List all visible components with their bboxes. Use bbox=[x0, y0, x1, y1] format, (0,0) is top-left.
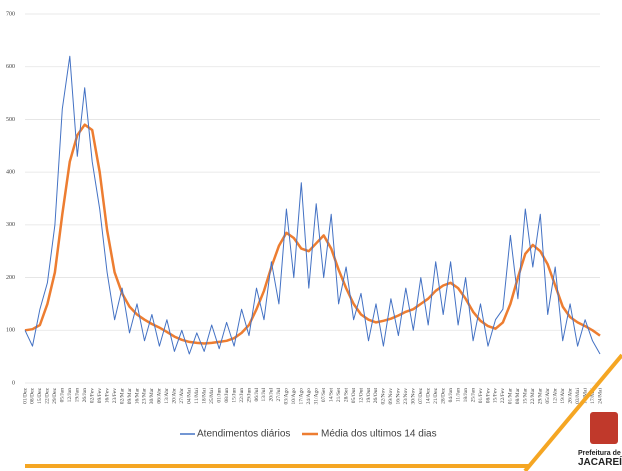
x-tick-label: 27/Jul bbox=[276, 388, 282, 402]
x-tick-label: 16/Nov bbox=[396, 388, 402, 405]
x-tick-label: 20/Abr bbox=[172, 388, 178, 404]
x-tick-label: 23/Fev bbox=[112, 388, 118, 404]
x-tick-label: 08/Fev bbox=[485, 388, 491, 404]
x-tick-label: 21/Dez bbox=[433, 387, 439, 403]
x-tick-label: 01/Fev bbox=[478, 388, 484, 404]
x-tick-label: 01/Jun bbox=[216, 388, 222, 403]
x-tick-label: 29/Jun bbox=[246, 388, 252, 403]
x-tick-label: 13/Jul bbox=[261, 388, 267, 402]
x-tick-label: 07/Set bbox=[321, 388, 327, 403]
x-tick-label: 23/Nov bbox=[403, 388, 409, 405]
x-tick-label: 02/Fev bbox=[89, 388, 95, 404]
y-tick-label: 600 bbox=[6, 64, 15, 70]
logo-text: JACAREÍ bbox=[578, 455, 622, 468]
x-tick-label: 09/Mar bbox=[127, 388, 133, 404]
x-tick-label: 17/Mai bbox=[590, 388, 596, 404]
x-tick-label: 22/Fev bbox=[500, 388, 506, 404]
x-tick-label: 05/Jan bbox=[60, 388, 66, 403]
y-tick-label: 400 bbox=[6, 170, 15, 176]
x-tick-label: 10/Ago bbox=[291, 388, 297, 405]
x-tick-label: 27/Abr bbox=[179, 388, 185, 404]
x-tick-label: 18/Mai bbox=[201, 388, 207, 404]
y-tick-label: 200 bbox=[6, 275, 15, 281]
decoration: Prefeitura de JACAREÍ bbox=[25, 353, 622, 471]
x-tick-label: 04/Jan bbox=[448, 388, 454, 403]
stripe bbox=[523, 353, 622, 471]
x-tick-label: 09/Nov bbox=[388, 388, 394, 405]
x-tick-label: 13/Abr bbox=[164, 388, 170, 404]
x-tick-label: 22/Mar bbox=[530, 388, 536, 404]
y-tick-label: 700 bbox=[6, 11, 15, 17]
x-tick-label: 17/Ago bbox=[299, 388, 305, 405]
x-tick-label: 08/Jun bbox=[224, 388, 230, 403]
x-tick-label: 19/Jan bbox=[75, 388, 81, 403]
x-tick-label: 19/Out bbox=[366, 388, 372, 404]
x-tick-label: 22/Jun bbox=[239, 388, 245, 403]
x-tick-label: 03/Mai bbox=[575, 388, 581, 404]
x-tick-label: 01/Mar bbox=[508, 388, 514, 404]
x-tick-label: 14/Dez bbox=[426, 387, 432, 403]
x-tick-label: 26/Jan bbox=[82, 388, 88, 403]
x-tick-label: 05/Out bbox=[351, 388, 357, 404]
x-tick-label: 06/Abr bbox=[157, 388, 163, 404]
x-tick-label: 05/Abr bbox=[545, 388, 551, 404]
x-tick-label: 11/Jan bbox=[455, 388, 461, 402]
x-tick-label: 11/Mai bbox=[194, 388, 200, 404]
x-tick-label: 24/Ago bbox=[306, 388, 312, 405]
x-tick-label: 12/Out bbox=[358, 388, 364, 404]
x-tick-label: 25/Mai bbox=[209, 388, 215, 404]
x-tick-label: 23/Mar bbox=[142, 388, 148, 404]
x-tick-label: 04/Mai bbox=[187, 388, 193, 404]
x-tick-label: 15/Fev bbox=[493, 388, 499, 404]
x-tick-label: 28/Dez bbox=[440, 387, 446, 403]
logo-text: Prefeitura de bbox=[578, 450, 621, 457]
x-tick-label: 15/Dez bbox=[37, 387, 43, 403]
logo-icon bbox=[590, 412, 618, 444]
legend-label: Atendimentos diários bbox=[197, 429, 290, 440]
x-tick-label: 16/Fev bbox=[104, 388, 110, 404]
x-tick-label: 16/Mar bbox=[134, 388, 140, 404]
x-tick-label: 20/Jul bbox=[269, 388, 275, 402]
x-tick-label: 30/Mar bbox=[149, 388, 155, 404]
x-tick-label: 15/Jun bbox=[231, 388, 237, 403]
y-tick-label: 500 bbox=[6, 117, 15, 123]
x-tick-label: 09/Fev bbox=[97, 388, 103, 404]
x-tick-label: 18/Jan bbox=[463, 388, 469, 403]
x-tick-label: 26/Out bbox=[373, 388, 379, 404]
y-tick-label: 0 bbox=[12, 380, 15, 386]
x-tick-label: 26/Abr bbox=[567, 388, 573, 404]
x-tick-label: 21/Set bbox=[336, 388, 342, 403]
series-line bbox=[24, 55, 601, 355]
x-tick-label: 10/Mai bbox=[582, 388, 588, 404]
x-tick-label: 30/Nov bbox=[411, 388, 417, 405]
x-tick-label: 08/Dez bbox=[30, 387, 36, 403]
x-tick-label: 12/Jan bbox=[67, 388, 73, 403]
x-tick-label: 29/Mar bbox=[538, 388, 544, 404]
x-tick-label: 03/Ago bbox=[284, 388, 290, 405]
x-tick-label: 15/Mar bbox=[523, 388, 529, 404]
x-tick-label: 02/Nov bbox=[381, 388, 387, 405]
x-tick-label: 02/Mar bbox=[119, 388, 125, 404]
x-tick-label: 22/Dez bbox=[45, 387, 51, 403]
x-tick-label: 19/Abr bbox=[560, 388, 566, 404]
y-tick-label: 300 bbox=[6, 222, 15, 228]
x-tick-label: 28/Set bbox=[343, 388, 349, 403]
x-tick-label: 08/Mar bbox=[515, 388, 521, 404]
x-tick-label: 12/Abr bbox=[552, 388, 558, 404]
x-tick-label: 01/Dez bbox=[22, 387, 28, 403]
legend-label: Média dos ultimos 14 dias bbox=[321, 429, 437, 440]
x-tick-label: 25/Jan bbox=[470, 388, 476, 403]
x-tick-label: 24/Mai bbox=[597, 388, 603, 404]
y-tick-label: 100 bbox=[6, 328, 15, 334]
x-tick-label: 31/Ago bbox=[313, 388, 319, 405]
x-tick-label: 14/Set bbox=[328, 388, 334, 403]
legend: Atendimentos diários Média dos ultimos 1… bbox=[180, 429, 437, 440]
x-tick-label: 06/Jul bbox=[254, 388, 260, 402]
series-line bbox=[24, 123, 601, 345]
x-tick-label: 07/Dez bbox=[418, 387, 424, 403]
x-tick-label: 29/Dez bbox=[52, 387, 58, 403]
